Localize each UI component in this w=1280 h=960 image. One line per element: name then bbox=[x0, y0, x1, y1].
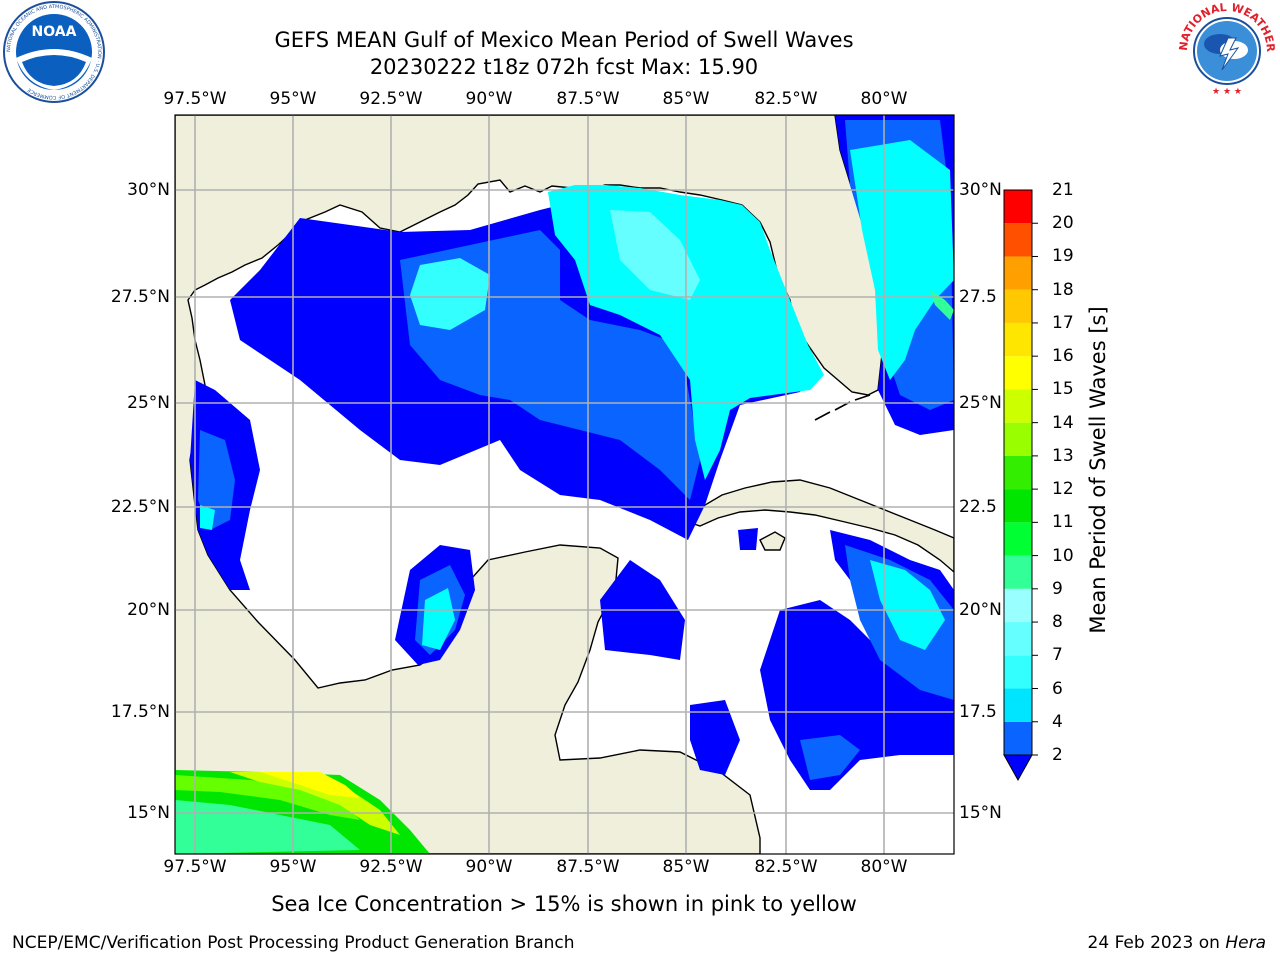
lon-tick-top: 97.5°W bbox=[163, 89, 227, 109]
lat-tick-left: 25°N bbox=[127, 393, 170, 413]
colorbar-frame bbox=[1003, 189, 1033, 756]
graticule bbox=[175, 115, 954, 854]
colorbar-band bbox=[1004, 721, 1032, 755]
lat-tick-right: 15°N bbox=[959, 803, 1002, 823]
colorbar-tick-label: 19 bbox=[1052, 246, 1074, 267]
svg-text:★ ★ ★: ★ ★ ★ bbox=[1212, 87, 1242, 97]
lat-tick-left: 15°N bbox=[127, 803, 170, 823]
colorbar-tick-label: 9 bbox=[1052, 578, 1063, 599]
colorbar-band bbox=[1004, 489, 1032, 523]
colorbar-band bbox=[1004, 256, 1032, 290]
lon-tick-bottom: 87.5°W bbox=[556, 857, 620, 877]
colorbar-tick-label: 13 bbox=[1052, 445, 1074, 466]
footer-date-text: 24 Feb 2023 on bbox=[1087, 933, 1226, 953]
colorbar-tick-label: 21 bbox=[1052, 180, 1074, 200]
sea-ice-caption: Sea Ice Concentration > 15% is shown in … bbox=[271, 892, 857, 916]
lat-tick-left: 27.5°N bbox=[110, 287, 170, 307]
land-cuba bbox=[686, 479, 954, 573]
lon-tick-top: 80°W bbox=[860, 89, 908, 109]
footer-host: Hera bbox=[1225, 933, 1266, 953]
colorbar bbox=[1003, 189, 1038, 782]
lon-tick-bottom: 80°W bbox=[860, 857, 908, 877]
footer-credit: NCEP/EMC/Verification Post Processing Pr… bbox=[12, 933, 575, 953]
lat-tick-left: 20°N bbox=[127, 600, 170, 620]
lon-tick-bottom: 95°W bbox=[269, 857, 317, 877]
colorbar-band bbox=[1004, 455, 1032, 490]
chart-title: GEFS MEAN Gulf of Mexico Mean Period of … bbox=[274, 28, 854, 52]
lon-tick-top: 92.5°W bbox=[359, 89, 423, 109]
colorbar-band bbox=[1004, 190, 1032, 224]
colorbar-band bbox=[1004, 555, 1032, 589]
colorbar-tick-label: 14 bbox=[1052, 412, 1074, 433]
nws-logo: NATIONAL WEATHER SERVICE ★ ★ ★ bbox=[1176, 0, 1277, 100]
lon-tick-top: 82.5°W bbox=[754, 89, 818, 109]
lon-tick-bottom: 97.5°W bbox=[163, 857, 227, 877]
colorbar-tick-label: 10 bbox=[1052, 545, 1074, 566]
colorbar-tick-label: 2 bbox=[1052, 745, 1063, 765]
colorbar-band bbox=[1004, 688, 1032, 722]
lon-tick-bottom: 92.5°W bbox=[359, 857, 423, 877]
land-isle-of-youth bbox=[759, 531, 786, 551]
lon-tick-top: 95°W bbox=[269, 89, 317, 109]
colorbar-band bbox=[1004, 356, 1032, 390]
colorbar-tick-label: 16 bbox=[1052, 346, 1074, 367]
lon-tick-bottom: 85°W bbox=[662, 857, 710, 877]
colorbar-tick-label: 12 bbox=[1052, 479, 1074, 500]
colorbar-tick-label: 11 bbox=[1052, 512, 1074, 533]
noaa-logo-text: NOAA bbox=[32, 24, 77, 40]
lon-tick-bottom: 82.5°W bbox=[754, 857, 818, 877]
colorbar-tick-label: 18 bbox=[1052, 279, 1074, 300]
colorbar-band bbox=[1004, 223, 1032, 257]
colorbar-band bbox=[1004, 289, 1032, 323]
colorbar-tick-label: 15 bbox=[1052, 379, 1074, 400]
lon-tick-top: 87.5°W bbox=[556, 89, 620, 109]
colorbar-band bbox=[1004, 588, 1032, 623]
lat-tick-right: 25°N bbox=[959, 393, 1002, 413]
colorbar-extend-triangle bbox=[1003, 754, 1033, 782]
lat-tick-right: 20°N bbox=[959, 600, 1002, 620]
colorbar-tick-label: 20 bbox=[1052, 213, 1074, 234]
lon-tick-top: 85°W bbox=[662, 89, 710, 109]
lon-tick-bottom: 90°W bbox=[465, 857, 513, 877]
lat-tick-right: 27.5 bbox=[959, 287, 997, 307]
lat-tick-left: 22.5°N bbox=[110, 497, 170, 517]
lat-tick-left: 30°N bbox=[127, 180, 170, 200]
colorbar-band bbox=[1004, 655, 1032, 689]
colorbar-tick-label: 17 bbox=[1052, 312, 1074, 333]
colorbar-tick-label: 6 bbox=[1052, 678, 1063, 699]
colorbar-tick-label: 7 bbox=[1052, 645, 1063, 666]
colorbar-tick-label: 8 bbox=[1052, 612, 1063, 633]
lat-tick-right: 22.5 bbox=[959, 497, 997, 517]
colorbar-band bbox=[1004, 422, 1032, 456]
lat-tick-right: 17.5 bbox=[959, 702, 997, 722]
colorbar-band bbox=[1004, 622, 1032, 656]
lat-tick-left: 17.5°N bbox=[110, 702, 170, 722]
colorbar-band bbox=[1004, 522, 1032, 556]
map-frame bbox=[174, 114, 955, 855]
footer-date: 24 Feb 2023 on Hera bbox=[1088, 933, 1266, 953]
lat-tick-right: 30°N bbox=[959, 180, 1002, 200]
colorbar-band bbox=[1004, 322, 1032, 357]
colorbar-tick-label: 4 bbox=[1052, 711, 1063, 732]
colorbar-band bbox=[1004, 389, 1032, 423]
chart-subtitle: 20230222 t18z 072h fcst Max: 15.90 bbox=[369, 55, 759, 79]
noaa-logo: NOAA NATIONAL OCEANIC AND ATMOSPHERIC AD… bbox=[3, 1, 105, 103]
lon-tick-top: 90°W bbox=[465, 89, 513, 109]
colorbar-label: Mean Period of Swell Waves [s] bbox=[1086, 306, 1110, 634]
